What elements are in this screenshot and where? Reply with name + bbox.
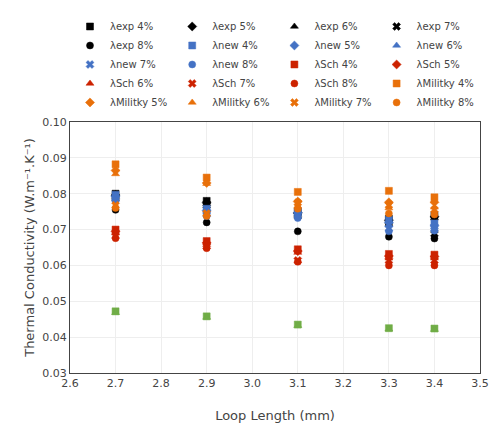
- svg-text:λnew 4%: λnew 4%: [212, 40, 258, 51]
- svg-text:λnew 5%: λnew 5%: [314, 40, 360, 51]
- svg-text:2.6: 2.6: [61, 377, 79, 390]
- svg-text:3.1: 3.1: [289, 377, 307, 390]
- svg-text:λMilitky 6%: λMilitky 6%: [212, 97, 269, 108]
- svg-text:0.08: 0.08: [42, 188, 67, 201]
- svg-text:3.2: 3.2: [335, 377, 353, 390]
- svg-text:λSch 8%: λSch 8%: [314, 78, 357, 89]
- svg-text:λexp 7%: λexp 7%: [417, 21, 460, 32]
- svg-text:3.3: 3.3: [380, 377, 398, 390]
- svg-text:0.10: 0.10: [42, 116, 67, 129]
- svg-text:λnew 8%: λnew 8%: [212, 59, 258, 70]
- svg-text:λMilitky 4%: λMilitky 4%: [417, 78, 474, 89]
- svg-text:0.09: 0.09: [42, 152, 67, 165]
- svg-text:λexp 4%: λexp 4%: [110, 21, 153, 32]
- svg-text:2.7: 2.7: [107, 377, 125, 390]
- svg-text:λMilitky 5%: λMilitky 5%: [110, 97, 167, 108]
- svg-text:λMilitky 8%: λMilitky 8%: [417, 97, 474, 108]
- svg-text:3.0: 3.0: [243, 377, 261, 390]
- svg-text:λexp 6%: λexp 6%: [314, 21, 357, 32]
- svg-text:λSch 6%: λSch 6%: [110, 78, 153, 89]
- svg-text:λexp 5%: λexp 5%: [212, 21, 255, 32]
- svg-text:3.5: 3.5: [471, 377, 489, 390]
- svg-text:Thermal Conductivity (W.m⁻¹.K⁻: Thermal Conductivity (W.m⁻¹.K⁻¹): [22, 138, 37, 358]
- svg-text:0.05: 0.05: [42, 295, 67, 308]
- svg-text:0.04: 0.04: [42, 331, 67, 344]
- svg-text:λSch 5%: λSch 5%: [417, 59, 460, 70]
- svg-text:2.9: 2.9: [198, 377, 216, 390]
- svg-text:3.4: 3.4: [426, 377, 444, 390]
- svg-text:λSch 4%: λSch 4%: [314, 59, 357, 70]
- svg-text:0.03: 0.03: [42, 367, 67, 380]
- svg-text:λSch 7%: λSch 7%: [212, 78, 255, 89]
- svg-text:2.8: 2.8: [152, 377, 170, 390]
- svg-text:λexp 8%: λexp 8%: [110, 40, 153, 51]
- svg-text:λnew 7%: λnew 7%: [110, 59, 156, 70]
- svg-text:λMilitky 7%: λMilitky 7%: [314, 97, 371, 108]
- svg-text:0.07: 0.07: [42, 223, 67, 236]
- svg-text:λnew 6%: λnew 6%: [417, 40, 463, 51]
- svg-text:Loop Length (mm): Loop Length (mm): [215, 408, 335, 423]
- svg-text:0.06: 0.06: [42, 259, 67, 272]
